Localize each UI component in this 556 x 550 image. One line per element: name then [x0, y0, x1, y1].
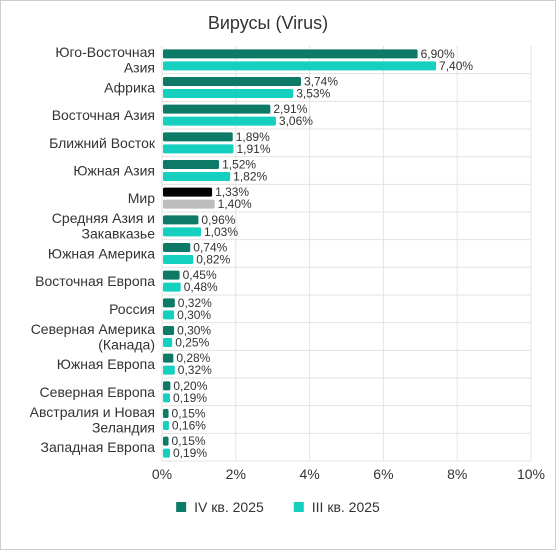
- category-label: Северная Америка: [31, 321, 156, 337]
- grid-lines: [161, 46, 532, 462]
- bar-value-label: 0,20%: [173, 379, 207, 393]
- bar-value-label: 3,06%: [279, 114, 313, 128]
- bar-value-label: 0,82%: [196, 253, 230, 267]
- category-label: Ближний Восток: [49, 135, 156, 151]
- bar: [163, 144, 234, 154]
- bar: [163, 409, 169, 418]
- bar: [163, 77, 302, 86]
- bar-value-label: 0,32%: [178, 363, 212, 377]
- bar-value-label: 1,40%: [218, 197, 252, 211]
- category-label: Азия: [124, 60, 155, 76]
- bar-value-label: 3,74%: [304, 75, 338, 89]
- bar-value-label: 0,15%: [172, 434, 206, 448]
- category-label: Средняя Азия и: [52, 210, 155, 226]
- category-label: Юго-Восточная: [55, 44, 155, 60]
- x-axis-ticks: 0% 2% 4% 6% 8% 10%: [152, 466, 545, 482]
- bar: [163, 365, 175, 375]
- category-label: Северная Европа: [40, 384, 156, 400]
- bar: [163, 298, 175, 308]
- bar-value-label: 1,52%: [222, 158, 256, 172]
- bar: [163, 338, 173, 347]
- bar: [163, 393, 171, 403]
- x-tick-label: 0%: [152, 466, 172, 482]
- legend-label: III кв. 2025: [312, 499, 380, 515]
- bar-value-label: 0,32%: [178, 296, 212, 310]
- legend-swatch: [176, 502, 187, 512]
- bar-value-label: 0,19%: [173, 391, 207, 405]
- category-label: Южная Азия: [73, 163, 155, 179]
- x-tick-label: 2%: [226, 466, 246, 482]
- bar-value-label: 2,91%: [273, 102, 307, 116]
- bar-value-label: 1,03%: [204, 225, 238, 239]
- bar-value-label: 1,91%: [236, 142, 270, 156]
- bar-value-label: 0,48%: [184, 280, 218, 294]
- category-label: Закавказье: [82, 226, 156, 242]
- bar: [163, 353, 174, 363]
- bar: [163, 421, 169, 430]
- category-label: Южная Европа: [57, 356, 155, 372]
- bar-value-label: 7,40%: [439, 59, 473, 73]
- bar: [163, 448, 171, 458]
- bar-value-label: 6,90%: [421, 47, 455, 61]
- bar-value-label: 0,74%: [193, 241, 227, 255]
- bar: [163, 89, 294, 98]
- x-tick-label: 6%: [373, 466, 393, 482]
- category-label: Африка: [104, 80, 155, 96]
- bar: [163, 436, 169, 446]
- x-tick-label: 8%: [447, 466, 467, 482]
- category-label: Западная Европа: [41, 439, 156, 455]
- category-label: Зеландия: [92, 419, 155, 435]
- bar: [163, 187, 213, 197]
- category-label: (Канада): [98, 336, 155, 352]
- bar: [163, 227, 202, 237]
- bar-value-label: 0,28%: [176, 351, 210, 365]
- bar-value-label: 3,53%: [296, 87, 330, 101]
- bar: [163, 61, 437, 71]
- bars-layer: 6,90%7,40% 3,74%3,53%2,91%3,06% 1,89%1,91%…: [163, 47, 473, 460]
- bar-value-label: 0,96%: [201, 213, 235, 227]
- bar-value-label: 0,15%: [172, 407, 206, 421]
- bar: [163, 255, 194, 264]
- category-label: Восточная Азия: [52, 107, 155, 123]
- x-tick-label: 4%: [299, 466, 319, 482]
- bar: [163, 326, 175, 335]
- legend: IV кв. 2025 III кв. 2025: [176, 499, 380, 515]
- category-label: Южная Америка: [48, 246, 155, 262]
- bar-value-label: 0,30%: [177, 308, 211, 322]
- bar-value-label: 0,16%: [172, 419, 206, 433]
- chart-title: Вирусы (Virus): [208, 13, 328, 33]
- legend-swatch: [293, 502, 304, 512]
- bar: [163, 282, 181, 292]
- bar-value-label: 1,89%: [236, 130, 270, 144]
- x-tick-label: 10%: [517, 466, 545, 482]
- bar-value-label: 1,82%: [233, 170, 267, 184]
- bar: [163, 199, 215, 209]
- bar: [163, 160, 220, 169]
- bar: [163, 215, 199, 225]
- bar: [163, 104, 271, 114]
- bar: [163, 310, 175, 320]
- bar-value-label: 0,25%: [175, 336, 209, 350]
- category-label: Мир: [128, 190, 155, 206]
- bar-value-label: 0,45%: [183, 268, 217, 282]
- category-label: Россия: [109, 301, 155, 317]
- bar: [163, 243, 191, 252]
- bar-value-label: 0,30%: [177, 324, 211, 338]
- category-label: Восточная Европа: [35, 273, 155, 289]
- bar: [163, 381, 171, 391]
- bar-value-label: 1,33%: [215, 185, 249, 199]
- bar: [163, 49, 418, 59]
- category-label: Австралия и Новая: [30, 404, 155, 420]
- legend-label: IV кв. 2025: [194, 499, 264, 515]
- bar: [163, 172, 231, 181]
- bar: [163, 132, 233, 142]
- bar-value-label: 0,19%: [173, 446, 207, 460]
- bar: [163, 270, 180, 280]
- bar: [163, 116, 276, 126]
